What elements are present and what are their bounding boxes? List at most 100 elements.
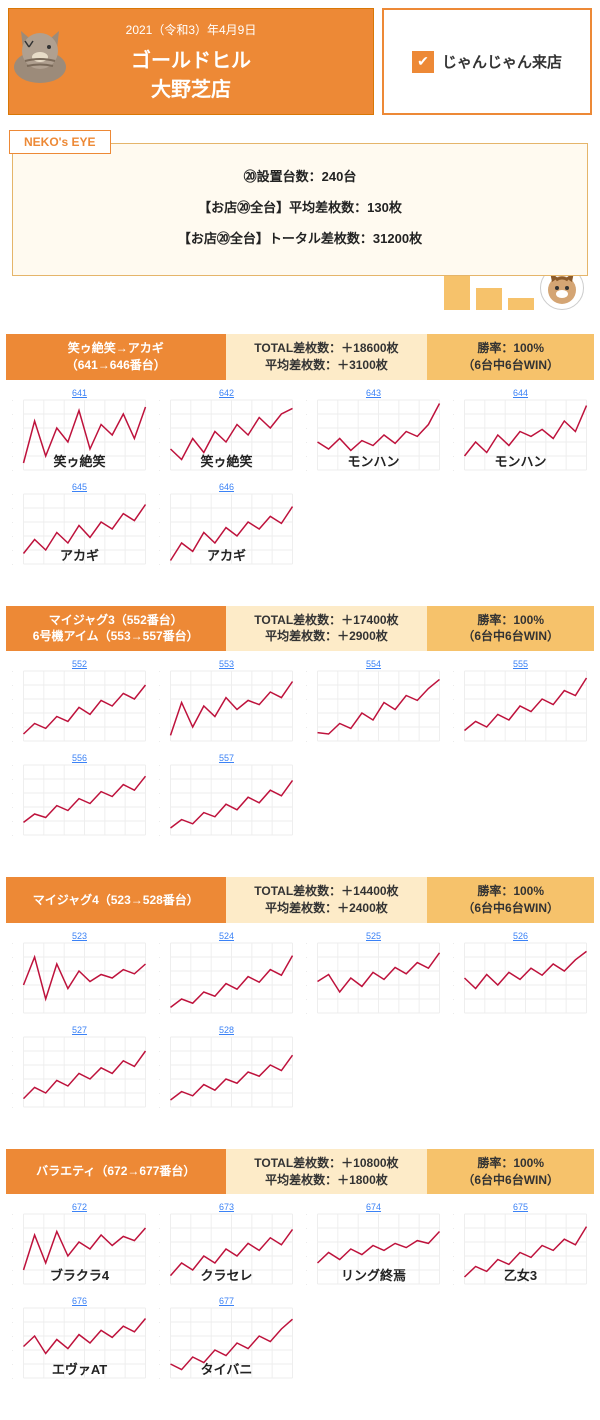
chart-number[interactable]: 673 (219, 1202, 234, 1212)
svg-text:·: · (306, 1282, 308, 1288)
svg-text:·: · (159, 520, 161, 526)
svg-text:·: · (159, 791, 161, 797)
chart-number[interactable]: 554 (366, 659, 381, 669)
chart-number[interactable]: 676 (72, 1296, 87, 1306)
svg-text:·: · (12, 1011, 14, 1017)
svg-text:·: · (12, 398, 14, 404)
nekos-eye-tab: NEKO's EYE (9, 130, 111, 154)
svg-text:·: · (159, 997, 161, 1003)
svg-text:·: · (12, 412, 14, 418)
section-stats-total: TOTAL差枚数：＋10800枚平均差枚数：＋1800枚 (226, 1149, 428, 1195)
svg-text:·: · (159, 454, 161, 460)
chart-number[interactable]: 525 (366, 931, 381, 941)
svg-text:·: · (159, 440, 161, 446)
svg-text:·: · (12, 791, 14, 797)
section-head: マイジャグ3（552番台）6号機アイム（553→557番台） TOTAL差枚数：… (6, 606, 594, 652)
svg-text:·: · (12, 534, 14, 540)
svg-text:·: · (306, 1254, 308, 1260)
mini-chart: 552 ······ (8, 657, 151, 747)
chart-number[interactable]: 552 (72, 659, 87, 669)
chart-number[interactable]: 672 (72, 1202, 87, 1212)
svg-text:·: · (306, 1011, 308, 1017)
svg-text:·: · (159, 412, 161, 418)
svg-text:·: · (453, 955, 455, 961)
svg-text:·: · (159, 1091, 161, 1097)
svg-text:·: · (306, 1240, 308, 1246)
nekos-eye-block: NEKO's EYE ⑳設置台数：240台 【お店⑳全台】平均差枚数：130枚 … (12, 143, 588, 276)
svg-text:·: · (306, 683, 308, 689)
chart-label: アカギ (60, 545, 99, 564)
section-stats-total: TOTAL差枚数：＋14400枚平均差枚数：＋2400枚 (226, 877, 428, 923)
chart-number[interactable]: 556 (72, 753, 87, 763)
chart-label: ブラクラ4 (50, 1265, 109, 1284)
svg-text:·: · (12, 468, 14, 474)
svg-text:·: · (12, 1077, 14, 1083)
chart-number[interactable]: 641 (72, 388, 87, 398)
svg-text:·: · (453, 440, 455, 446)
chart-number[interactable]: 524 (219, 931, 234, 941)
chart-number[interactable]: 643 (366, 388, 381, 398)
svg-text:·: · (453, 739, 455, 745)
svg-text:·: · (12, 805, 14, 811)
section-title: マイジャグ3（552番台）6号機アイム（553→557番台） (6, 606, 226, 652)
section: 笑ゥ絶笑→アカギ（641→646番台） TOTAL差枚数：＋18600枚平均差枚… (6, 334, 594, 576)
svg-text:·: · (453, 398, 455, 404)
mini-chart: 644 ······モンハン (449, 386, 592, 476)
svg-text:·: · (12, 1105, 14, 1111)
mini-chart: 643 ······モンハン (302, 386, 445, 476)
chart-number[interactable]: 555 (513, 659, 528, 669)
svg-text:·: · (453, 1268, 455, 1274)
svg-text:·: · (306, 983, 308, 989)
svg-text:·: · (453, 983, 455, 989)
chart-label: 笑ゥ絶笑 (200, 451, 252, 470)
svg-text:·: · (453, 1240, 455, 1246)
chart-number[interactable]: 642 (219, 388, 234, 398)
svg-text:·: · (306, 941, 308, 947)
chart-label: エヴァAT (52, 1359, 107, 1378)
mini-chart: 557 ······ (155, 751, 298, 841)
svg-text:·: · (12, 983, 14, 989)
section-title: バラエティ（672→677番台） (6, 1149, 226, 1195)
svg-text:·: · (12, 819, 14, 825)
chart-label: リング終焉 (341, 1265, 406, 1284)
svg-text:·: · (12, 997, 14, 1003)
svg-text:·: · (453, 1254, 455, 1260)
chart-label: アカギ (207, 545, 246, 564)
chart-number[interactable]: 528 (219, 1025, 234, 1035)
svg-text:·: · (12, 969, 14, 975)
section-title: 笑ゥ絶笑→アカギ（641→646番台） (6, 334, 226, 380)
chart-grid: 672 ······ブラクラ4 673 ······クラセレ 674 ·····… (6, 1194, 594, 1390)
svg-text:·: · (159, 1306, 161, 1312)
svg-text:·: · (159, 669, 161, 675)
mini-chart: 555 ······ (449, 657, 592, 747)
svg-text:·: · (159, 1268, 161, 1274)
chart-number[interactable]: 523 (72, 931, 87, 941)
chart-number[interactable]: 526 (513, 931, 528, 941)
svg-text:·: · (453, 468, 455, 474)
svg-text:·: · (159, 711, 161, 717)
chart-number[interactable]: 553 (219, 659, 234, 669)
svg-text:·: · (12, 1268, 14, 1274)
mini-chart: 553 ······ (155, 657, 298, 747)
chart-number[interactable]: 644 (513, 388, 528, 398)
chart-number[interactable]: 675 (513, 1202, 528, 1212)
svg-text:·: · (159, 1049, 161, 1055)
section: マイジャグ4（523→528番台） TOTAL差枚数：＋14400枚平均差枚数：… (6, 877, 594, 1119)
svg-text:·: · (306, 969, 308, 975)
svg-text:·: · (12, 454, 14, 460)
chart-number[interactable]: 645 (72, 482, 87, 492)
svg-text:·: · (159, 697, 161, 703)
chart-number[interactable]: 557 (219, 753, 234, 763)
chart-number[interactable]: 674 (366, 1202, 381, 1212)
chart-number[interactable]: 527 (72, 1025, 87, 1035)
svg-text:·: · (159, 506, 161, 512)
chart-label: 笑ゥ絶笑 (53, 451, 105, 470)
chart-number[interactable]: 677 (219, 1296, 234, 1306)
mini-chart: 645 ······アカギ (8, 480, 151, 570)
svg-text:·: · (12, 1049, 14, 1055)
svg-text:·: · (159, 941, 161, 947)
section: バラエティ（672→677番台） TOTAL差枚数：＋10800枚平均差枚数：＋… (6, 1149, 594, 1391)
chart-number[interactable]: 646 (219, 482, 234, 492)
mini-chart: 554 ······ (302, 657, 445, 747)
mini-chart: 641 ······笑ゥ絶笑 (8, 386, 151, 476)
